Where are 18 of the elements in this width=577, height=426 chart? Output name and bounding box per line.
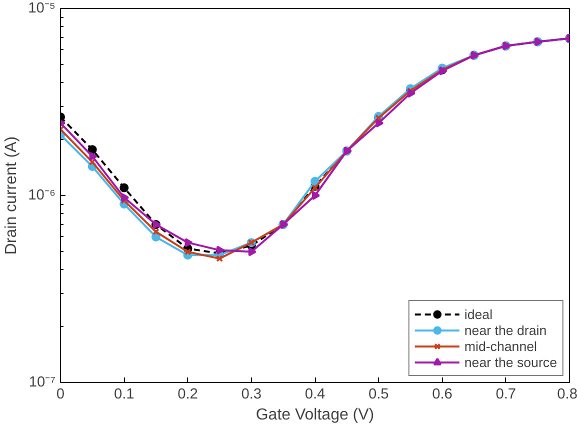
legend-label: near the drain (464, 322, 547, 338)
x-tick-label: 0.5 (368, 386, 389, 402)
legend-label: near the source (464, 354, 557, 370)
y-axis-title: Drain current (A) (3, 136, 20, 255)
y-tick-label: 10⁻⁵ (28, 0, 56, 16)
y-tick-label: 10⁻⁶ (28, 188, 56, 204)
x-tick-label: 0.4 (304, 386, 326, 402)
x-tick-label: 0.6 (432, 386, 452, 402)
y-tick-label: 10⁻⁷ (28, 374, 56, 390)
x-tick-label: 0.2 (178, 386, 198, 402)
x-tick-label: 0.7 (496, 386, 516, 402)
x-tick-label: 0.1 (114, 386, 134, 402)
x-tick-label: 0.3 (241, 386, 262, 402)
x-tick-label: 0 (56, 386, 65, 402)
x-tick-label: 0.8 (557, 386, 577, 402)
x-axis-title: Gate Voltage (V) (256, 406, 374, 424)
legend-label: ideal (464, 306, 493, 322)
legend-label: mid-channel (464, 338, 537, 354)
